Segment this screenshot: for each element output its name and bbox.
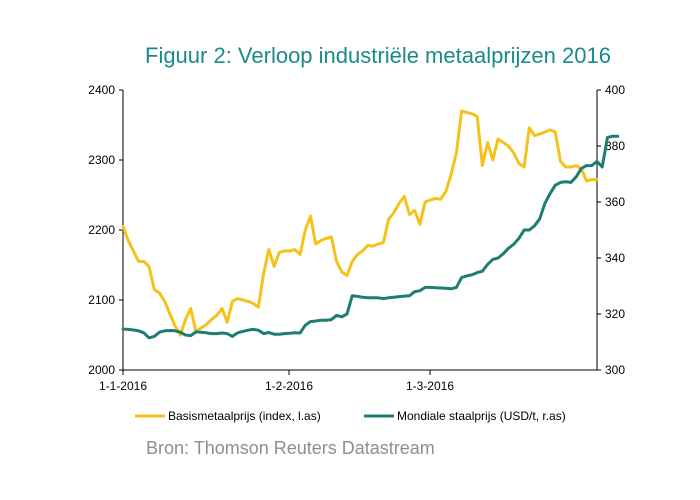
- left-y-tick-label: 2000: [88, 363, 115, 377]
- left-y-tick-label: 2100: [88, 293, 115, 307]
- x-tick-label: 1-2-2016: [265, 379, 313, 393]
- left-y-tick-label: 2400: [88, 83, 115, 97]
- left-y-tick-label: 2300: [88, 153, 115, 167]
- x-tick-label: 1-3-2016: [406, 379, 454, 393]
- right-y-tick-label: 360: [605, 195, 625, 209]
- right-y-tick-label: 300: [605, 363, 625, 377]
- legend-label: Basismetaalprijs (index, l.as): [168, 409, 321, 423]
- x-tick-label: 1-1-2016: [99, 379, 147, 393]
- source-note: Bron: Thomson Reuters Datastream: [146, 438, 435, 458]
- series-line-basismetaalprijs: [121, 109, 599, 337]
- left-y-tick-label: 2200: [88, 223, 115, 237]
- right-y-tick-label: 400: [605, 83, 625, 97]
- right-y-tick-label: 340: [605, 251, 625, 265]
- series-line-staalprijs: [121, 134, 620, 340]
- right-y-tick-label: 380: [605, 139, 625, 153]
- right-y-tick-label: 320: [605, 307, 625, 321]
- legend-label: Mondiale staalprijs (USD/t, r.as): [397, 409, 566, 423]
- chart-title: Figuur 2: Verloop industriële metaalprij…: [145, 43, 611, 68]
